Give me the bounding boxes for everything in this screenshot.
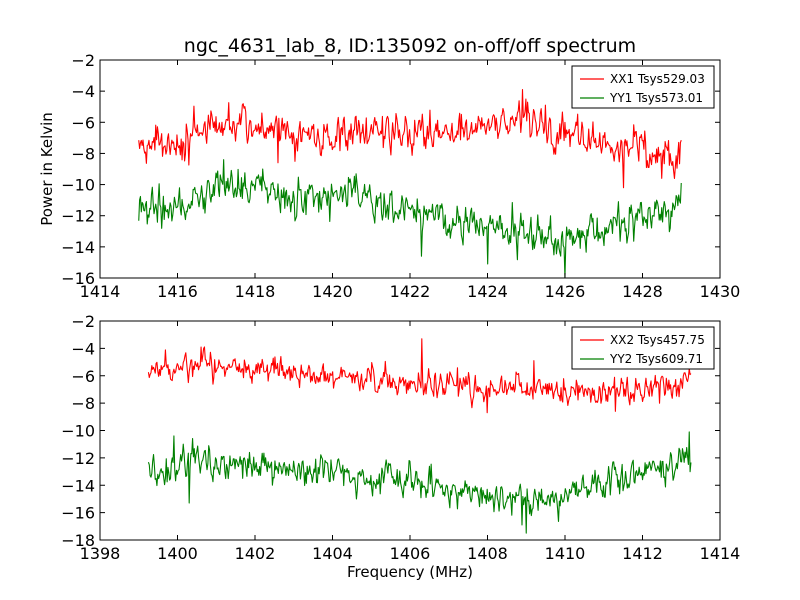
legend-label-yy1: YY1 Tsys573.01 bbox=[609, 91, 703, 105]
x-tick-label: 1418 bbox=[235, 282, 276, 301]
x-tick-label: 1414 bbox=[700, 544, 741, 563]
x-tick-label: 1406 bbox=[390, 544, 431, 563]
y-tick-label: −10 bbox=[61, 422, 95, 441]
y-tick-label: −12 bbox=[61, 207, 95, 226]
top-chart-title: ngc_4631_lab_8, ID:135092 on-off/off spe… bbox=[184, 35, 636, 57]
x-tick-label: 1416 bbox=[157, 282, 198, 301]
x-tick-label: 1414 bbox=[80, 282, 121, 301]
x-tick-label: 1430 bbox=[700, 282, 741, 301]
top-tick-group: 1414 1416 1418 1420 1422 1424 1426 1428 1430 −2 −4… bbox=[61, 51, 740, 301]
y-tick-label: −6 bbox=[71, 113, 95, 132]
y-tick-label: −2 bbox=[71, 51, 95, 70]
legend-label-yy2: YY2 Tsys609.71 bbox=[609, 352, 703, 366]
top-panel: 1414 1416 1418 1420 1422 1424 1426 1428 1430 −2 −4… bbox=[38, 35, 740, 301]
x-tick-label: 1398 bbox=[80, 544, 121, 563]
top-legend-box bbox=[571, 65, 715, 109]
legend-label-xx2: XX2 Tsys457.75 bbox=[610, 333, 705, 347]
x-tick-label: 1400 bbox=[157, 544, 198, 563]
top-series-group bbox=[138, 89, 682, 278]
legend-label-xx1: XX1 Tsys529.03 bbox=[610, 72, 705, 86]
bottom-panel: 1398 1400 1402 1404 1406 1408 1410 1412 1414 −2 −4… bbox=[61, 312, 740, 581]
x-tick-label: 1402 bbox=[235, 544, 276, 563]
bottom-plot-border bbox=[99, 320, 721, 541]
top-legend: XX1 Tsys529.03 YY1 Tsys573.01 bbox=[571, 65, 715, 109]
y-tick-label: −10 bbox=[61, 176, 95, 195]
bottom-legend: XX2 Tsys457.75 YY2 Tsys609.71 bbox=[571, 326, 715, 370]
series-line-xx2 bbox=[147, 338, 692, 414]
top-plot-border bbox=[99, 59, 721, 279]
y-tick-label: −6 bbox=[71, 367, 95, 386]
bottom-series-group bbox=[147, 338, 692, 534]
y-tick-label: −2 bbox=[71, 312, 95, 331]
y-tick-label: −16 bbox=[61, 269, 95, 288]
bottom-legend-box bbox=[571, 326, 715, 370]
x-tick-label: 1412 bbox=[622, 544, 663, 563]
y-tick-label: −4 bbox=[71, 82, 95, 101]
y-tick-label: −18 bbox=[61, 531, 95, 550]
bottom-x-axis-label: Frequency (MHz) bbox=[347, 563, 473, 581]
x-tick-label: 1408 bbox=[467, 544, 508, 563]
series-line-yy1 bbox=[138, 159, 682, 278]
y-tick-label: −16 bbox=[61, 504, 95, 523]
top-y-axis-label: Power in Kelvin bbox=[38, 112, 56, 226]
x-tick-label: 1410 bbox=[545, 544, 586, 563]
y-tick-label: −14 bbox=[61, 238, 95, 257]
y-tick-label: −4 bbox=[71, 339, 95, 358]
series-line-xx1 bbox=[138, 89, 682, 189]
x-tick-label: 1428 bbox=[622, 282, 663, 301]
y-tick-label: −8 bbox=[71, 144, 95, 163]
x-tick-label: 1404 bbox=[312, 544, 353, 563]
x-tick-label: 1420 bbox=[312, 282, 353, 301]
x-tick-label: 1426 bbox=[545, 282, 586, 301]
series-line-yy2 bbox=[147, 431, 692, 534]
bottom-tick-group: 1398 1400 1402 1404 1406 1408 1410 1412 1414 −2 −4… bbox=[61, 312, 740, 563]
y-tick-label: −8 bbox=[71, 394, 95, 413]
y-tick-label: −14 bbox=[61, 476, 95, 495]
x-tick-label: 1422 bbox=[390, 282, 431, 301]
x-tick-label: 1424 bbox=[467, 282, 508, 301]
y-tick-label: −12 bbox=[61, 449, 95, 468]
